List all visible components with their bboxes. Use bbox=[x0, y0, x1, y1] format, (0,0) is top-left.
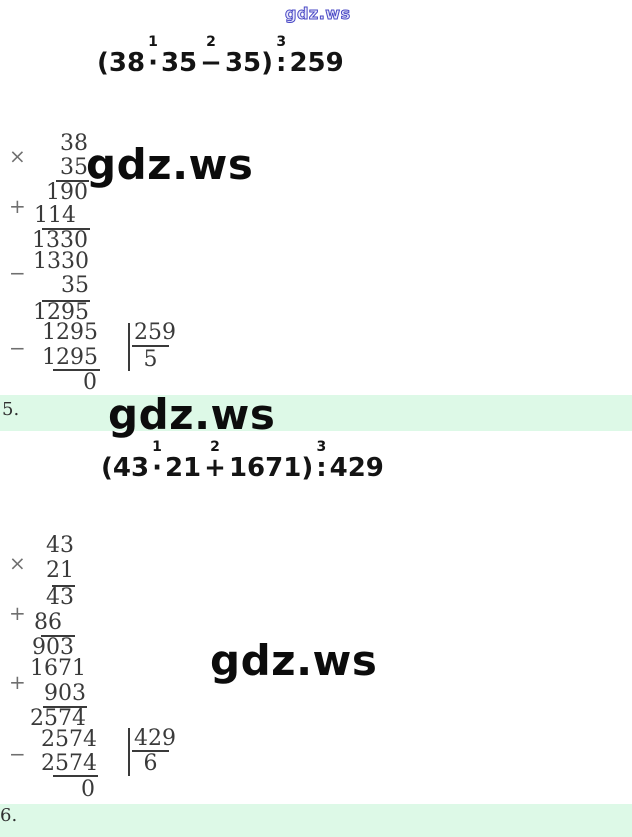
p4-div-bracket-vertical bbox=[128, 323, 130, 371]
expr5-order-3: 3 bbox=[316, 439, 327, 455]
multiply-dot-icon: · bbox=[152, 453, 162, 483]
p5-div-subtracted: 2574 bbox=[41, 751, 97, 776]
colon-divide-icon: : bbox=[316, 453, 327, 483]
expr5-divisor: 429 bbox=[329, 453, 384, 483]
expr5-open-operand: (43 bbox=[101, 453, 150, 483]
p5-div-bracket-vertical bbox=[128, 728, 130, 776]
site-watermark-block2: gdz.ws bbox=[210, 636, 378, 685]
p4-mult-rule-1 bbox=[56, 180, 89, 182]
p5-add-plus-sign: + bbox=[9, 670, 26, 694]
p5-div-remainder: 0 bbox=[81, 777, 95, 802]
p4-div-underline bbox=[53, 369, 100, 371]
p4-div-bracket-horizontal bbox=[132, 345, 169, 347]
expr5-multiply-op: 1 · bbox=[152, 440, 162, 483]
section-band-5 bbox=[0, 395, 632, 431]
p5-add-addend-1: 1671 bbox=[30, 656, 86, 681]
p4-sub-rule bbox=[42, 300, 90, 302]
expr5-order-1: 1 bbox=[152, 439, 162, 455]
p4-sub-difference: 1295 bbox=[33, 300, 89, 325]
expr4-order-3: 3 bbox=[276, 34, 287, 50]
expr4-operand-3: 35) bbox=[224, 48, 274, 78]
p5-mult-times-sign: × bbox=[9, 551, 26, 575]
p5-mult-partial-2: 86 bbox=[34, 610, 62, 635]
site-watermark-top: gdz.ws bbox=[285, 4, 351, 24]
colon-divide-icon: : bbox=[276, 48, 287, 78]
p5-div-minus-sign: − bbox=[9, 742, 26, 766]
p4-div-quotient: 5 bbox=[143, 347, 158, 372]
p4-div-subtracted: 1295 bbox=[42, 345, 98, 370]
expr4-open-operand: (38 bbox=[97, 48, 146, 78]
p5-add-rule bbox=[43, 706, 87, 708]
p5-mult-multiplicand: 43 bbox=[46, 533, 74, 558]
p4-mult-times-sign: × bbox=[9, 144, 26, 168]
expression-problem4: (38 1 · 35 2−35) 3:259 bbox=[97, 35, 344, 78]
p5-mult-partial-1: 43 bbox=[46, 585, 74, 610]
expr4-operand-2: 35 bbox=[160, 48, 198, 78]
expr4-divide-op: 3: bbox=[276, 35, 287, 78]
expr4-multiply-op: 1 · bbox=[148, 35, 158, 78]
p4-div-remainder: 0 bbox=[83, 370, 97, 395]
p4-div-minus-sign: − bbox=[9, 336, 26, 360]
expr5-plus-op: 2 + bbox=[204, 440, 226, 483]
expr4-order-1: 1 bbox=[148, 34, 158, 50]
p5-mult-rule-1 bbox=[52, 585, 75, 587]
expr5-operand-3: 1671) bbox=[228, 453, 314, 483]
p5-mult-rule-2 bbox=[41, 635, 75, 637]
p4-mult-multiplicand: 38 bbox=[60, 131, 88, 156]
p5-mult-plus-sign-1: + bbox=[9, 601, 26, 625]
p4-mult-partial-1: 190 bbox=[46, 180, 88, 205]
expr4-divisor: 259 bbox=[289, 48, 344, 78]
expr5-order-2: 2 bbox=[210, 439, 220, 455]
site-watermark-block1: gdz.ws bbox=[86, 140, 254, 189]
minus-icon: − bbox=[200, 48, 222, 78]
p4-div-divisor: 259 bbox=[134, 320, 176, 345]
p4-mult-multiplier: 35 bbox=[60, 155, 88, 180]
multiply-dot-icon: · bbox=[148, 48, 158, 78]
p4-mult-rule-2 bbox=[42, 228, 90, 230]
p5-div-dividend: 2574 bbox=[41, 727, 97, 752]
p5-div-divisor: 429 bbox=[134, 726, 176, 751]
expr5-divide-op: 3: bbox=[316, 440, 327, 483]
plus-icon: + bbox=[204, 453, 226, 483]
section-label-5: 5. bbox=[2, 399, 20, 420]
p5-add-addend-2: 903 bbox=[44, 681, 86, 706]
section-label-6: 6. bbox=[0, 805, 18, 826]
p4-sub-minuend: 1330 bbox=[33, 249, 89, 274]
p5-div-underline bbox=[53, 775, 98, 777]
site-watermark-section5: gdz.ws bbox=[108, 390, 276, 439]
p4-mult-product: 1330 bbox=[32, 228, 88, 253]
p5-mult-multiplier: 21 bbox=[46, 558, 74, 583]
expr5-operand-2: 21 bbox=[164, 453, 202, 483]
expr4-order-2: 2 bbox=[206, 34, 216, 50]
p4-sub-minus-sign: − bbox=[9, 261, 26, 285]
p5-add-sum: 2574 bbox=[30, 706, 86, 731]
p4-mult-plus-sign: + bbox=[9, 194, 26, 218]
p5-div-quotient: 6 bbox=[143, 751, 158, 776]
p4-mult-partial-2: 114 bbox=[34, 203, 76, 228]
p5-div-bracket-horizontal bbox=[132, 750, 169, 752]
p4-div-dividend: 1295 bbox=[42, 320, 98, 345]
p5-mult-subtotal: 903 bbox=[32, 635, 74, 660]
expr4-minus-op: 2− bbox=[200, 35, 222, 78]
expression-problem5: (43 1 · 21 2 +1671) 3:429 bbox=[101, 440, 384, 483]
section-band-6 bbox=[0, 804, 632, 837]
p4-sub-subtrahend: 35 bbox=[61, 273, 89, 298]
